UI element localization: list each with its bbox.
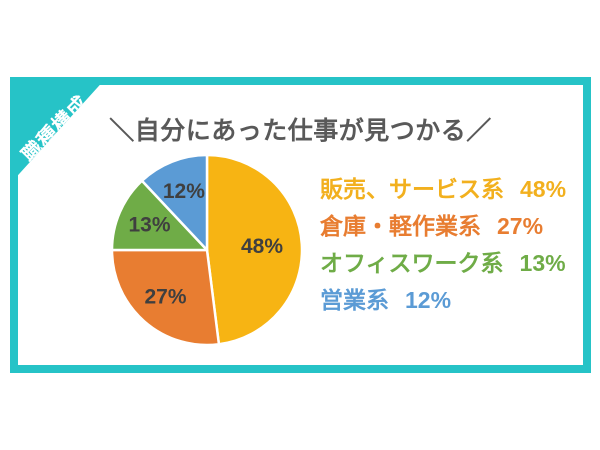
legend-value: 13% bbox=[519, 250, 566, 276]
pie-slice-label-1: 48% bbox=[241, 235, 283, 258]
legend-item-4: 営業系 12% bbox=[320, 282, 566, 319]
page-title: ＼自分にあった仕事が見つかる／ bbox=[109, 117, 492, 145]
pie-chart: 48% 27% 13% 12% bbox=[110, 153, 304, 347]
legend-label: 倉庫・軽作業系 bbox=[320, 213, 481, 239]
pie-slice-label-3: 13% bbox=[128, 214, 170, 237]
legend-item-2: 倉庫・軽作業系 27% bbox=[320, 208, 566, 245]
pie-slice-label-2: 27% bbox=[144, 286, 186, 309]
legend-item-1: 販売、サービス系 48% bbox=[320, 171, 566, 208]
legend-value: 27% bbox=[497, 213, 544, 239]
pie-slice-3 bbox=[110, 179, 209, 252]
legend-label: 営業系 bbox=[320, 287, 389, 313]
frame-border: 職種構成 ＼自分にあった仕事が見つかる／ 48% 27% 13% 12% 販売、サービ… bbox=[10, 77, 591, 373]
legend-value: 48% bbox=[520, 176, 567, 202]
pie-slice-label-4: 12% bbox=[163, 180, 205, 203]
legend-label: 販売、サービス系 bbox=[320, 176, 504, 202]
legend-label: オフィスワーク系 bbox=[320, 250, 504, 276]
pie-slice-1 bbox=[205, 153, 304, 346]
pie-slice-2 bbox=[110, 248, 221, 347]
pie-slice-4 bbox=[140, 153, 209, 252]
legend: 販売、サービス系 48% 倉庫・軽作業系 27% オフィスワーク系 13% 営業系 12% bbox=[320, 171, 566, 319]
legend-item-3: オフィスワーク系 13% bbox=[320, 245, 566, 282]
legend-value: 12% bbox=[405, 287, 452, 313]
